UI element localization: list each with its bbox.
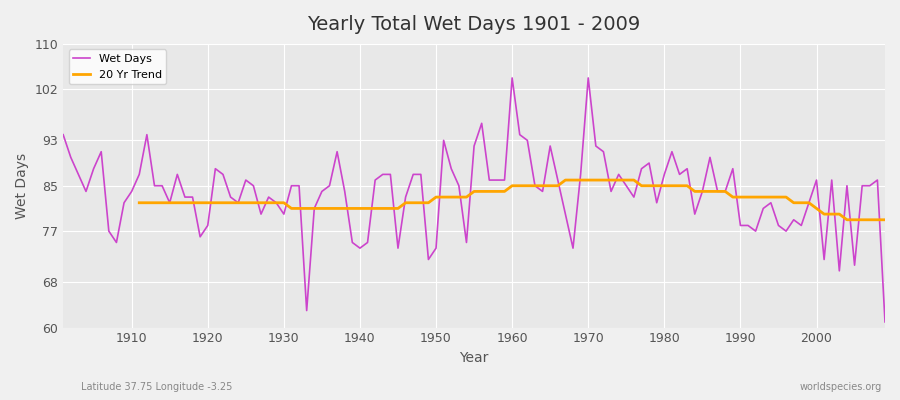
Text: worldspecies.org: worldspecies.org [800,382,882,392]
Wet Days [119,200,130,205]
20 Yr Trend [529,183,540,188]
Wet Days [879,320,890,324]
20 Yr Trend [362,206,373,211]
Wet Days [332,149,343,154]
Line: 20 Yr Trend: 20 Yr Trend [140,180,885,220]
Wet Days [58,132,68,137]
20 Yr Trend [879,217,890,222]
20 Yr Trend [842,217,852,222]
20 Yr Trend [332,206,343,211]
X-axis label: Year: Year [459,351,489,365]
Wet Days [514,132,525,137]
Wet Days [286,183,297,188]
Text: Latitude 37.75 Longitude -3.25: Latitude 37.75 Longitude -3.25 [81,382,232,392]
Y-axis label: Wet Days: Wet Days [15,153,29,219]
20 Yr Trend [309,206,320,211]
20 Yr Trend [727,195,738,200]
Wet Days [606,189,616,194]
Line: Wet Days: Wet Days [63,78,885,322]
20 Yr Trend [507,183,517,188]
Wet Days [507,76,517,80]
Title: Yearly Total Wet Days 1901 - 2009: Yearly Total Wet Days 1901 - 2009 [308,15,641,34]
Wet Days [500,178,510,182]
20 Yr Trend [560,178,571,182]
Legend: Wet Days, 20 Yr Trend: Wet Days, 20 Yr Trend [68,50,166,84]
20 Yr Trend [134,200,145,205]
